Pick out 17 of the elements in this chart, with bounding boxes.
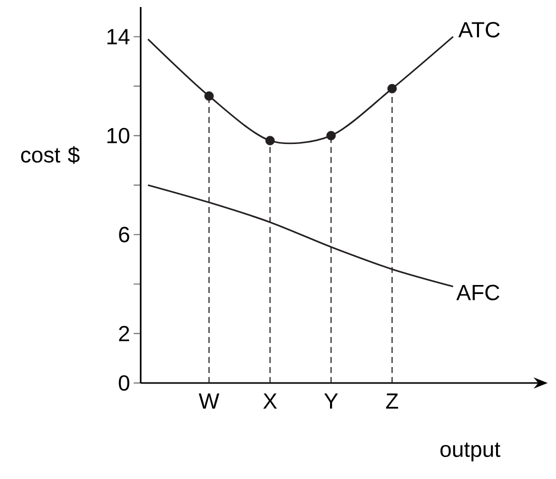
y-tick-label: 14 <box>107 29 130 44</box>
point <box>265 136 275 146</box>
point <box>326 130 336 140</box>
x-axis-title: output <box>440 442 500 462</box>
point <box>204 91 214 101</box>
y-tick-label: 10 <box>107 128 130 144</box>
x-tick-label: Y <box>324 394 338 409</box>
y-tick-label: 6 <box>119 226 130 242</box>
y-tick-label: 2 <box>119 326 130 342</box>
series-label: AFC <box>456 284 500 300</box>
point <box>387 84 397 94</box>
x-tick-label: Z <box>386 394 398 409</box>
series-label: ATC <box>458 22 500 38</box>
y-tick-label: 0 <box>118 375 130 391</box>
x-tick-label: W <box>198 394 220 409</box>
y-axis-title: cost $ <box>21 146 80 164</box>
x-tick-label: X <box>263 394 277 409</box>
